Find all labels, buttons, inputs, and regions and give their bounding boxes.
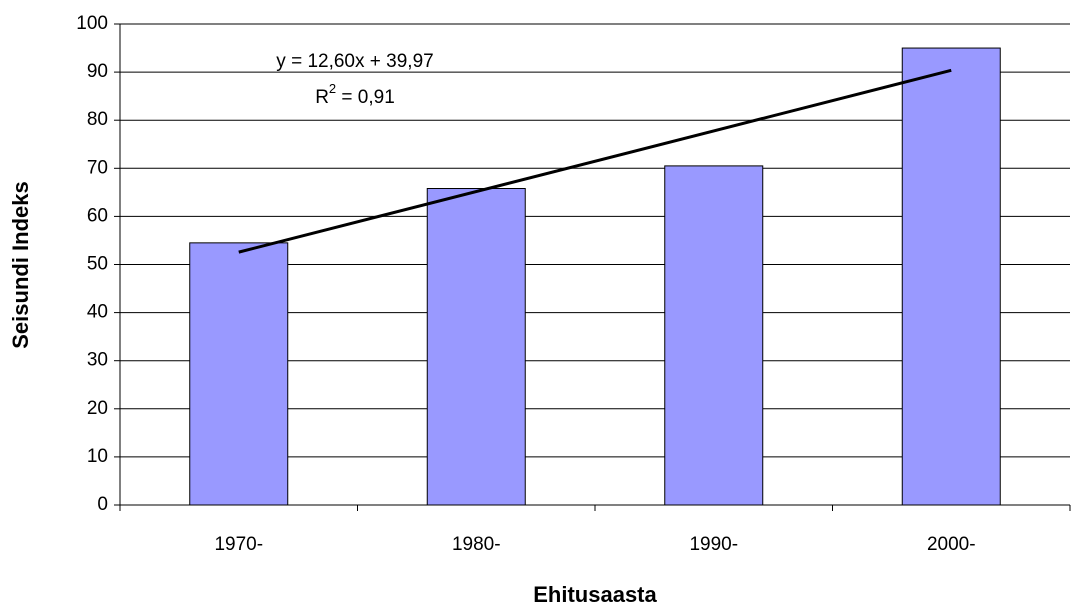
- y-tick-label: 80: [87, 109, 108, 130]
- bar: [189, 242, 289, 506]
- trendline: [238, 68, 952, 254]
- y-tick-label: 10: [87, 446, 108, 467]
- r2-rest: = 0,91: [336, 87, 395, 108]
- x-axis-title: Ehitusaasta: [533, 582, 657, 607]
- y-axis-title: Seisundi Indeks: [8, 181, 33, 349]
- x-tick-label: 1990-: [689, 534, 738, 555]
- y-tick-label: 60: [87, 205, 108, 226]
- x-tick-label: 1970-: [214, 534, 263, 555]
- y-tick-label: 100: [76, 13, 108, 34]
- r2-sup: 2: [329, 81, 336, 96]
- y-tick-label: 40: [87, 302, 108, 323]
- y-tick-label: 0: [97, 494, 108, 515]
- y-tick-label: 70: [87, 157, 108, 178]
- y-tick-label: 50: [87, 254, 108, 275]
- y-tick-label: 90: [87, 61, 108, 82]
- y-tick-label: 30: [87, 350, 108, 371]
- bar: [426, 188, 526, 506]
- bar: [901, 47, 1001, 506]
- x-tick-label: 1980-: [452, 534, 501, 555]
- y-tick-label: 20: [87, 398, 108, 419]
- trend-equation: y = 12,60x + 39,97: [276, 51, 433, 72]
- r2-base: R: [315, 87, 329, 108]
- x-tick-label: 2000-: [927, 534, 976, 555]
- bar: [664, 165, 764, 506]
- trend-r2: R2 = 0,91: [315, 81, 395, 108]
